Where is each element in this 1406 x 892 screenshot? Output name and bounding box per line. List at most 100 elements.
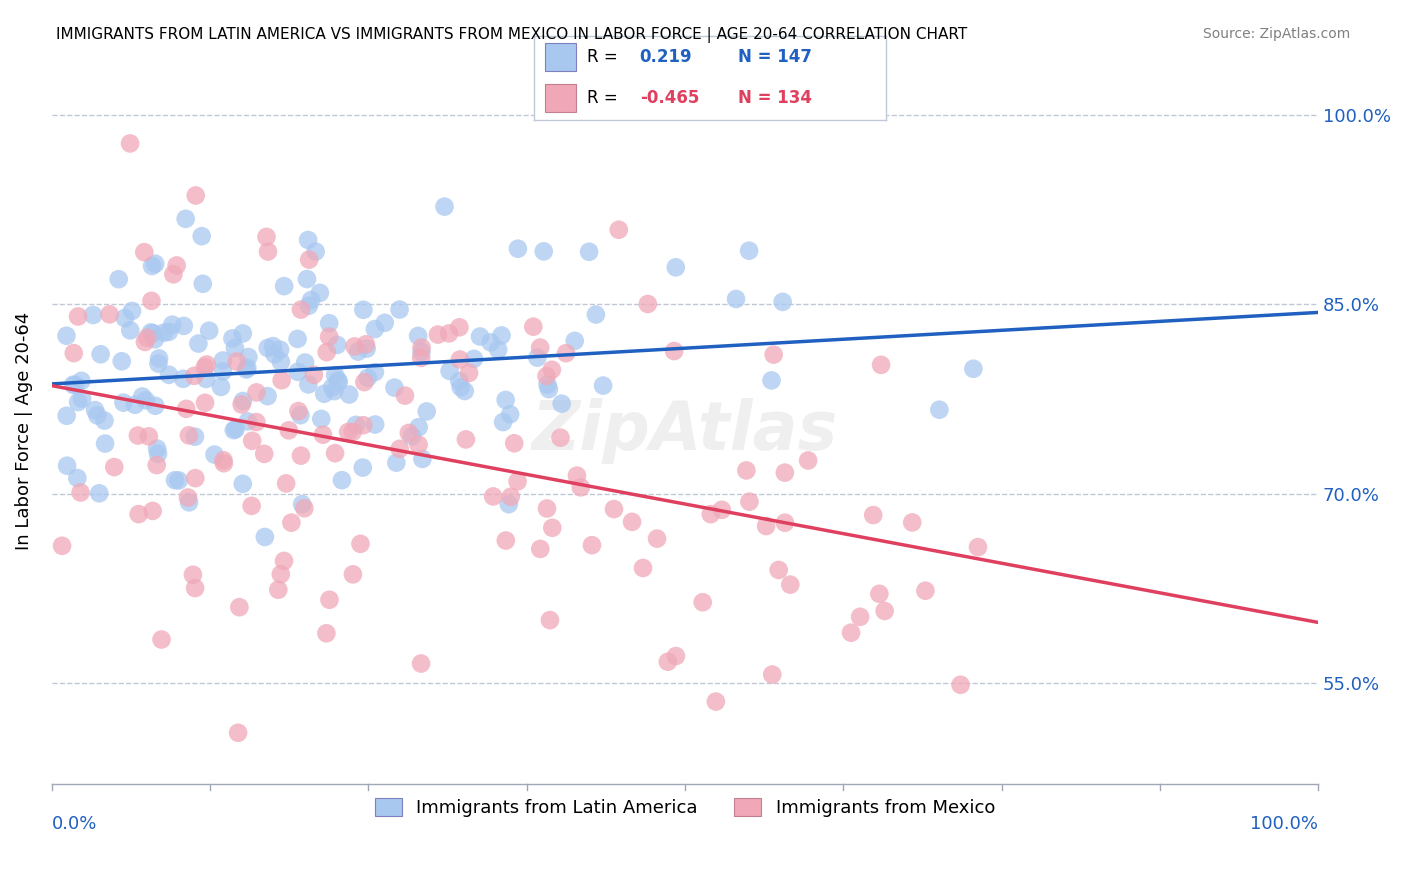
- Point: [240, 499, 263, 513]
- Point: [62, 377, 84, 392]
- Legend: Immigrants from Latin America, Immigrants from Mexico: Immigrants from Latin America, Immigrant…: [368, 790, 1002, 824]
- Point: [914, 583, 936, 598]
- Point: [311, 412, 333, 426]
- Point: [468, 329, 491, 343]
- Point: [63, 377, 86, 392]
- Point: [190, 229, 212, 244]
- Point: [84, 403, 107, 417]
- Point: [704, 695, 727, 709]
- Point: [439, 364, 461, 378]
- Point: [318, 329, 340, 343]
- Point: [146, 442, 169, 456]
- Point: [506, 242, 529, 256]
- Point: [181, 567, 204, 582]
- Point: [295, 272, 318, 286]
- Point: [124, 398, 146, 412]
- Point: [364, 365, 387, 379]
- Point: [738, 244, 761, 258]
- Point: [710, 503, 733, 517]
- Point: [385, 456, 408, 470]
- Point: [665, 648, 688, 663]
- Point: [256, 389, 278, 403]
- Point: [276, 476, 298, 491]
- Point: [967, 540, 990, 554]
- Point: [555, 346, 578, 360]
- Point: [315, 345, 337, 359]
- Point: [128, 507, 150, 521]
- Point: [162, 318, 184, 332]
- Point: [762, 348, 785, 362]
- Point: [797, 453, 820, 467]
- Point: [394, 389, 416, 403]
- Point: [870, 358, 893, 372]
- Point: [849, 609, 872, 624]
- Point: [529, 341, 551, 355]
- Point: [269, 343, 291, 357]
- Point: [491, 328, 513, 343]
- Point: [353, 375, 375, 389]
- Point: [142, 504, 165, 518]
- Point: [344, 417, 367, 432]
- Point: [136, 331, 159, 345]
- Point: [637, 297, 659, 311]
- Point: [195, 372, 218, 386]
- Point: [277, 423, 299, 437]
- Text: ZipAtlas: ZipAtlas: [531, 398, 838, 464]
- Point: [411, 351, 433, 365]
- Point: [232, 326, 254, 341]
- Point: [411, 345, 433, 359]
- Point: [538, 613, 561, 627]
- Point: [773, 466, 796, 480]
- Text: R =: R =: [588, 88, 623, 106]
- Point: [121, 304, 143, 318]
- Point: [287, 404, 309, 418]
- Point: [564, 334, 586, 348]
- Text: 100.0%: 100.0%: [1250, 815, 1319, 833]
- Point: [540, 362, 562, 376]
- Point: [67, 395, 90, 409]
- Point: [354, 337, 377, 351]
- Point: [212, 456, 235, 470]
- Point: [145, 458, 167, 472]
- Text: 0.0%: 0.0%: [52, 815, 97, 833]
- Point: [184, 430, 207, 444]
- Point: [349, 537, 371, 551]
- Point: [298, 252, 321, 267]
- Point: [356, 342, 378, 356]
- Point: [738, 494, 761, 508]
- Point: [949, 678, 972, 692]
- Point: [290, 302, 312, 317]
- Point: [69, 485, 91, 500]
- Point: [565, 468, 588, 483]
- Point: [495, 533, 517, 548]
- Point: [174, 401, 197, 416]
- Point: [235, 362, 257, 376]
- Point: [411, 452, 433, 467]
- Point: [479, 335, 502, 350]
- Point: [364, 417, 387, 432]
- Point: [86, 409, 108, 423]
- Point: [143, 399, 166, 413]
- Point: [103, 460, 125, 475]
- Point: [198, 324, 221, 338]
- Point: [290, 449, 312, 463]
- Point: [67, 310, 90, 324]
- Point: [323, 384, 346, 399]
- Point: [148, 357, 170, 371]
- Point: [184, 581, 207, 595]
- Point: [262, 339, 284, 353]
- Point: [388, 302, 411, 317]
- Point: [153, 326, 176, 340]
- Point: [228, 600, 250, 615]
- Point: [66, 471, 89, 485]
- Point: [225, 354, 247, 368]
- Point: [238, 350, 260, 364]
- Point: [141, 293, 163, 308]
- Point: [194, 360, 217, 375]
- Point: [141, 259, 163, 273]
- Point: [263, 347, 285, 361]
- Point: [550, 397, 572, 411]
- Text: N = 147: N = 147: [738, 48, 813, 66]
- Point: [536, 369, 558, 384]
- Point: [692, 595, 714, 609]
